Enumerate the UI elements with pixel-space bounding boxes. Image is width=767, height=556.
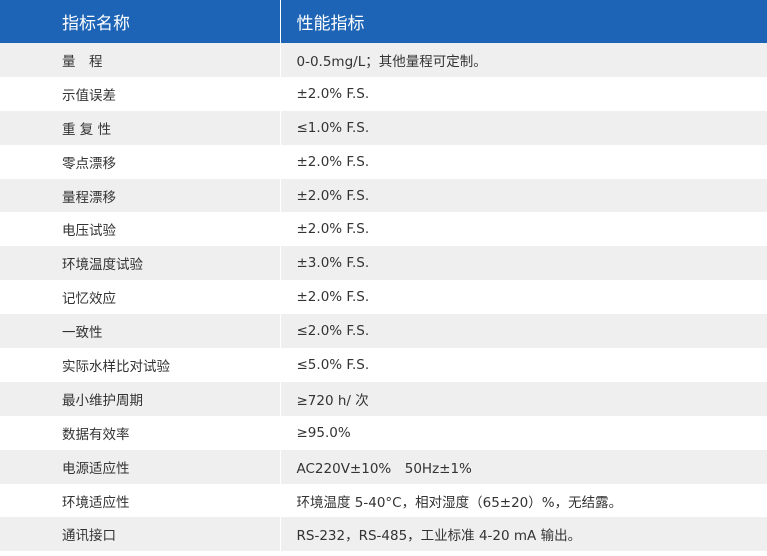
table-row: 重 复 性 ≤1.0% F.S. — [0, 110, 767, 145]
table-row: 环境适应性 环境温度 5-40°C，相对湿度（65±20）%，无结露。 — [0, 483, 767, 518]
header-indicator-name: 指标名称 — [0, 0, 281, 43]
table-row: 一致性 ≤2.0% F.S. — [0, 314, 767, 349]
table-row: 通讯接口 RS-232，RS-485，工业标准 4-20 mA 输出。 — [0, 517, 767, 552]
indicator-name: 数据有效率 — [0, 415, 281, 450]
indicator-value: ≥720 h/ 次 — [280, 381, 767, 416]
indicator-value: ≤2.0% F.S. — [280, 314, 767, 349]
indicator-name: 实际水样比对试验 — [0, 348, 281, 382]
table-row: 量 程 0-0.5mg/L；其他量程可定制。 — [0, 43, 767, 77]
table-row: 电压试验 ±2.0% F.S. — [0, 212, 767, 247]
indicator-name: 重 复 性 — [0, 110, 281, 145]
table-row: 环境温度试验 ±3.0% F.S. — [0, 246, 767, 281]
indicator-value: ±2.0% F.S. — [280, 144, 767, 179]
indicator-name: 一致性 — [0, 314, 281, 349]
indicator-value: RS-232，RS-485，工业标准 4-20 mA 输出。 — [280, 517, 767, 552]
table-row: 实际水样比对试验 ≤5.0% F.S. — [0, 348, 767, 382]
table-row: 量程漂移 ±2.0% F.S. — [0, 178, 767, 213]
indicator-value: 环境温度 5-40°C，相对湿度（65±20）%，无结露。 — [280, 483, 767, 518]
indicator-value: ±2.0% F.S. — [280, 212, 767, 247]
indicator-name: 电压试验 — [0, 212, 281, 247]
indicator-value: AC220V±10% 50Hz±1% — [280, 449, 767, 484]
indicator-value: ±2.0% F.S. — [280, 76, 767, 111]
indicator-value: ≥95.0% — [280, 415, 767, 450]
indicator-name: 量 程 — [0, 43, 281, 77]
indicator-name: 量程漂移 — [0, 178, 281, 213]
indicator-value: ±2.0% F.S. — [280, 178, 767, 213]
header-performance-indicator: 性能指标 — [280, 0, 767, 43]
indicator-name: 最小维护周期 — [0, 381, 281, 416]
indicator-value: ±3.0% F.S. — [280, 246, 767, 281]
table-header-row: 指标名称 性能指标 — [0, 0, 767, 43]
table-row: 电源适应性 AC220V±10% 50Hz±1% — [0, 449, 767, 484]
indicator-name: 零点漂移 — [0, 144, 281, 179]
table-row: 最小维护周期 ≥720 h/ 次 — [0, 381, 767, 416]
table-row: 数据有效率 ≥95.0% — [0, 415, 767, 450]
indicator-name: 记忆效应 — [0, 280, 281, 315]
indicator-name: 通讯接口 — [0, 517, 281, 552]
indicator-name: 示值误差 — [0, 76, 281, 111]
indicator-value: ≤5.0% F.S. — [280, 348, 767, 382]
indicator-name: 电源适应性 — [0, 449, 281, 484]
indicator-name: 环境温度试验 — [0, 246, 281, 281]
table-row: 零点漂移 ±2.0% F.S. — [0, 144, 767, 179]
table-row: 示值误差 ±2.0% F.S. — [0, 76, 767, 111]
indicator-name: 环境适应性 — [0, 483, 281, 518]
indicator-value: ±2.0% F.S. — [280, 280, 767, 315]
table-row: 记忆效应 ±2.0% F.S. — [0, 280, 767, 315]
indicator-value: 0-0.5mg/L；其他量程可定制。 — [280, 43, 767, 77]
indicator-value: ≤1.0% F.S. — [280, 110, 767, 145]
